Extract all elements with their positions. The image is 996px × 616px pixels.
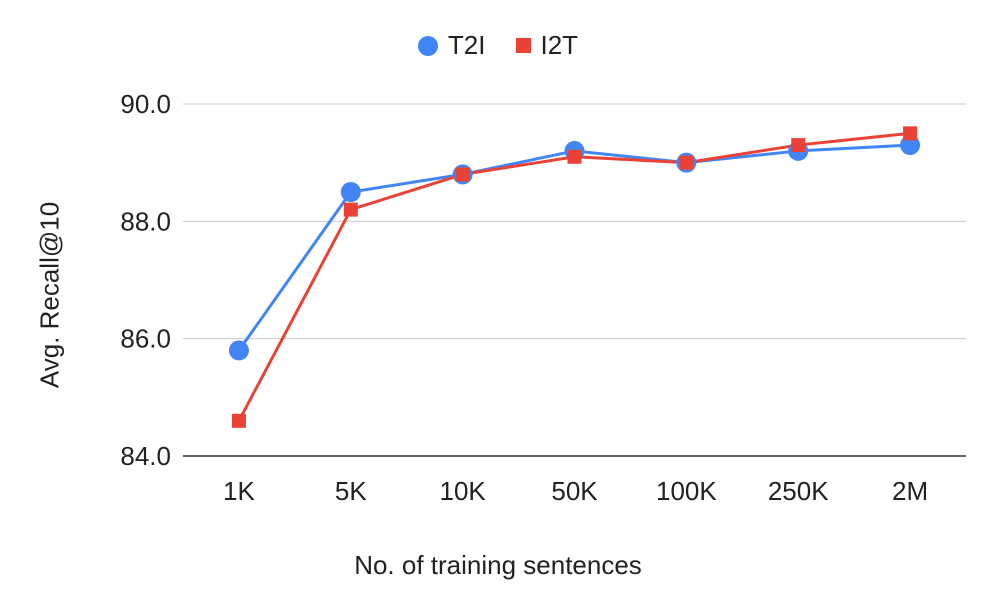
y-tick-label: 86.0: [120, 324, 171, 354]
data-point-t2i: [340, 182, 361, 202]
legend-marker-t2i: [417, 35, 438, 56]
x-tick-label: 50K: [551, 476, 598, 506]
legend-item-i2t: I2T: [515, 30, 579, 61]
x-tick-label: 5K: [335, 476, 367, 506]
x-tick-label: 100K: [656, 476, 717, 506]
x-tick-label: 2M: [892, 476, 928, 506]
data-point-i2t: [343, 202, 358, 217]
data-point-i2t: [455, 167, 470, 182]
data-point-i2t: [903, 126, 918, 141]
x-tick-label: 250K: [768, 476, 829, 506]
legend: T2I I2T: [0, 30, 996, 61]
data-point-i2t: [679, 155, 694, 170]
x-tick-label: 10K: [440, 476, 487, 506]
series-line-i2t: [237, 131, 911, 422]
x-tick-label: 1K: [223, 476, 255, 506]
data-point-i2t: [567, 149, 582, 164]
legend-marker-i2t: [515, 38, 531, 53]
data-point-i2t: [791, 138, 806, 153]
y-tick-label: 88.0: [120, 206, 171, 236]
data-point-t2i: [228, 340, 249, 361]
x-axis-label: No. of training sentences: [354, 550, 642, 580]
series-line-t2i: [237, 143, 911, 352]
legend-label-i2t: I2T: [540, 30, 579, 60]
y-tick-label: 84.0: [120, 441, 171, 471]
data-point-i2t: [231, 413, 246, 428]
y-tick-label: 90.0: [120, 89, 171, 119]
legend-item-t2i: T2I: [417, 30, 486, 61]
legend-label-t2i: T2I: [447, 30, 486, 60]
